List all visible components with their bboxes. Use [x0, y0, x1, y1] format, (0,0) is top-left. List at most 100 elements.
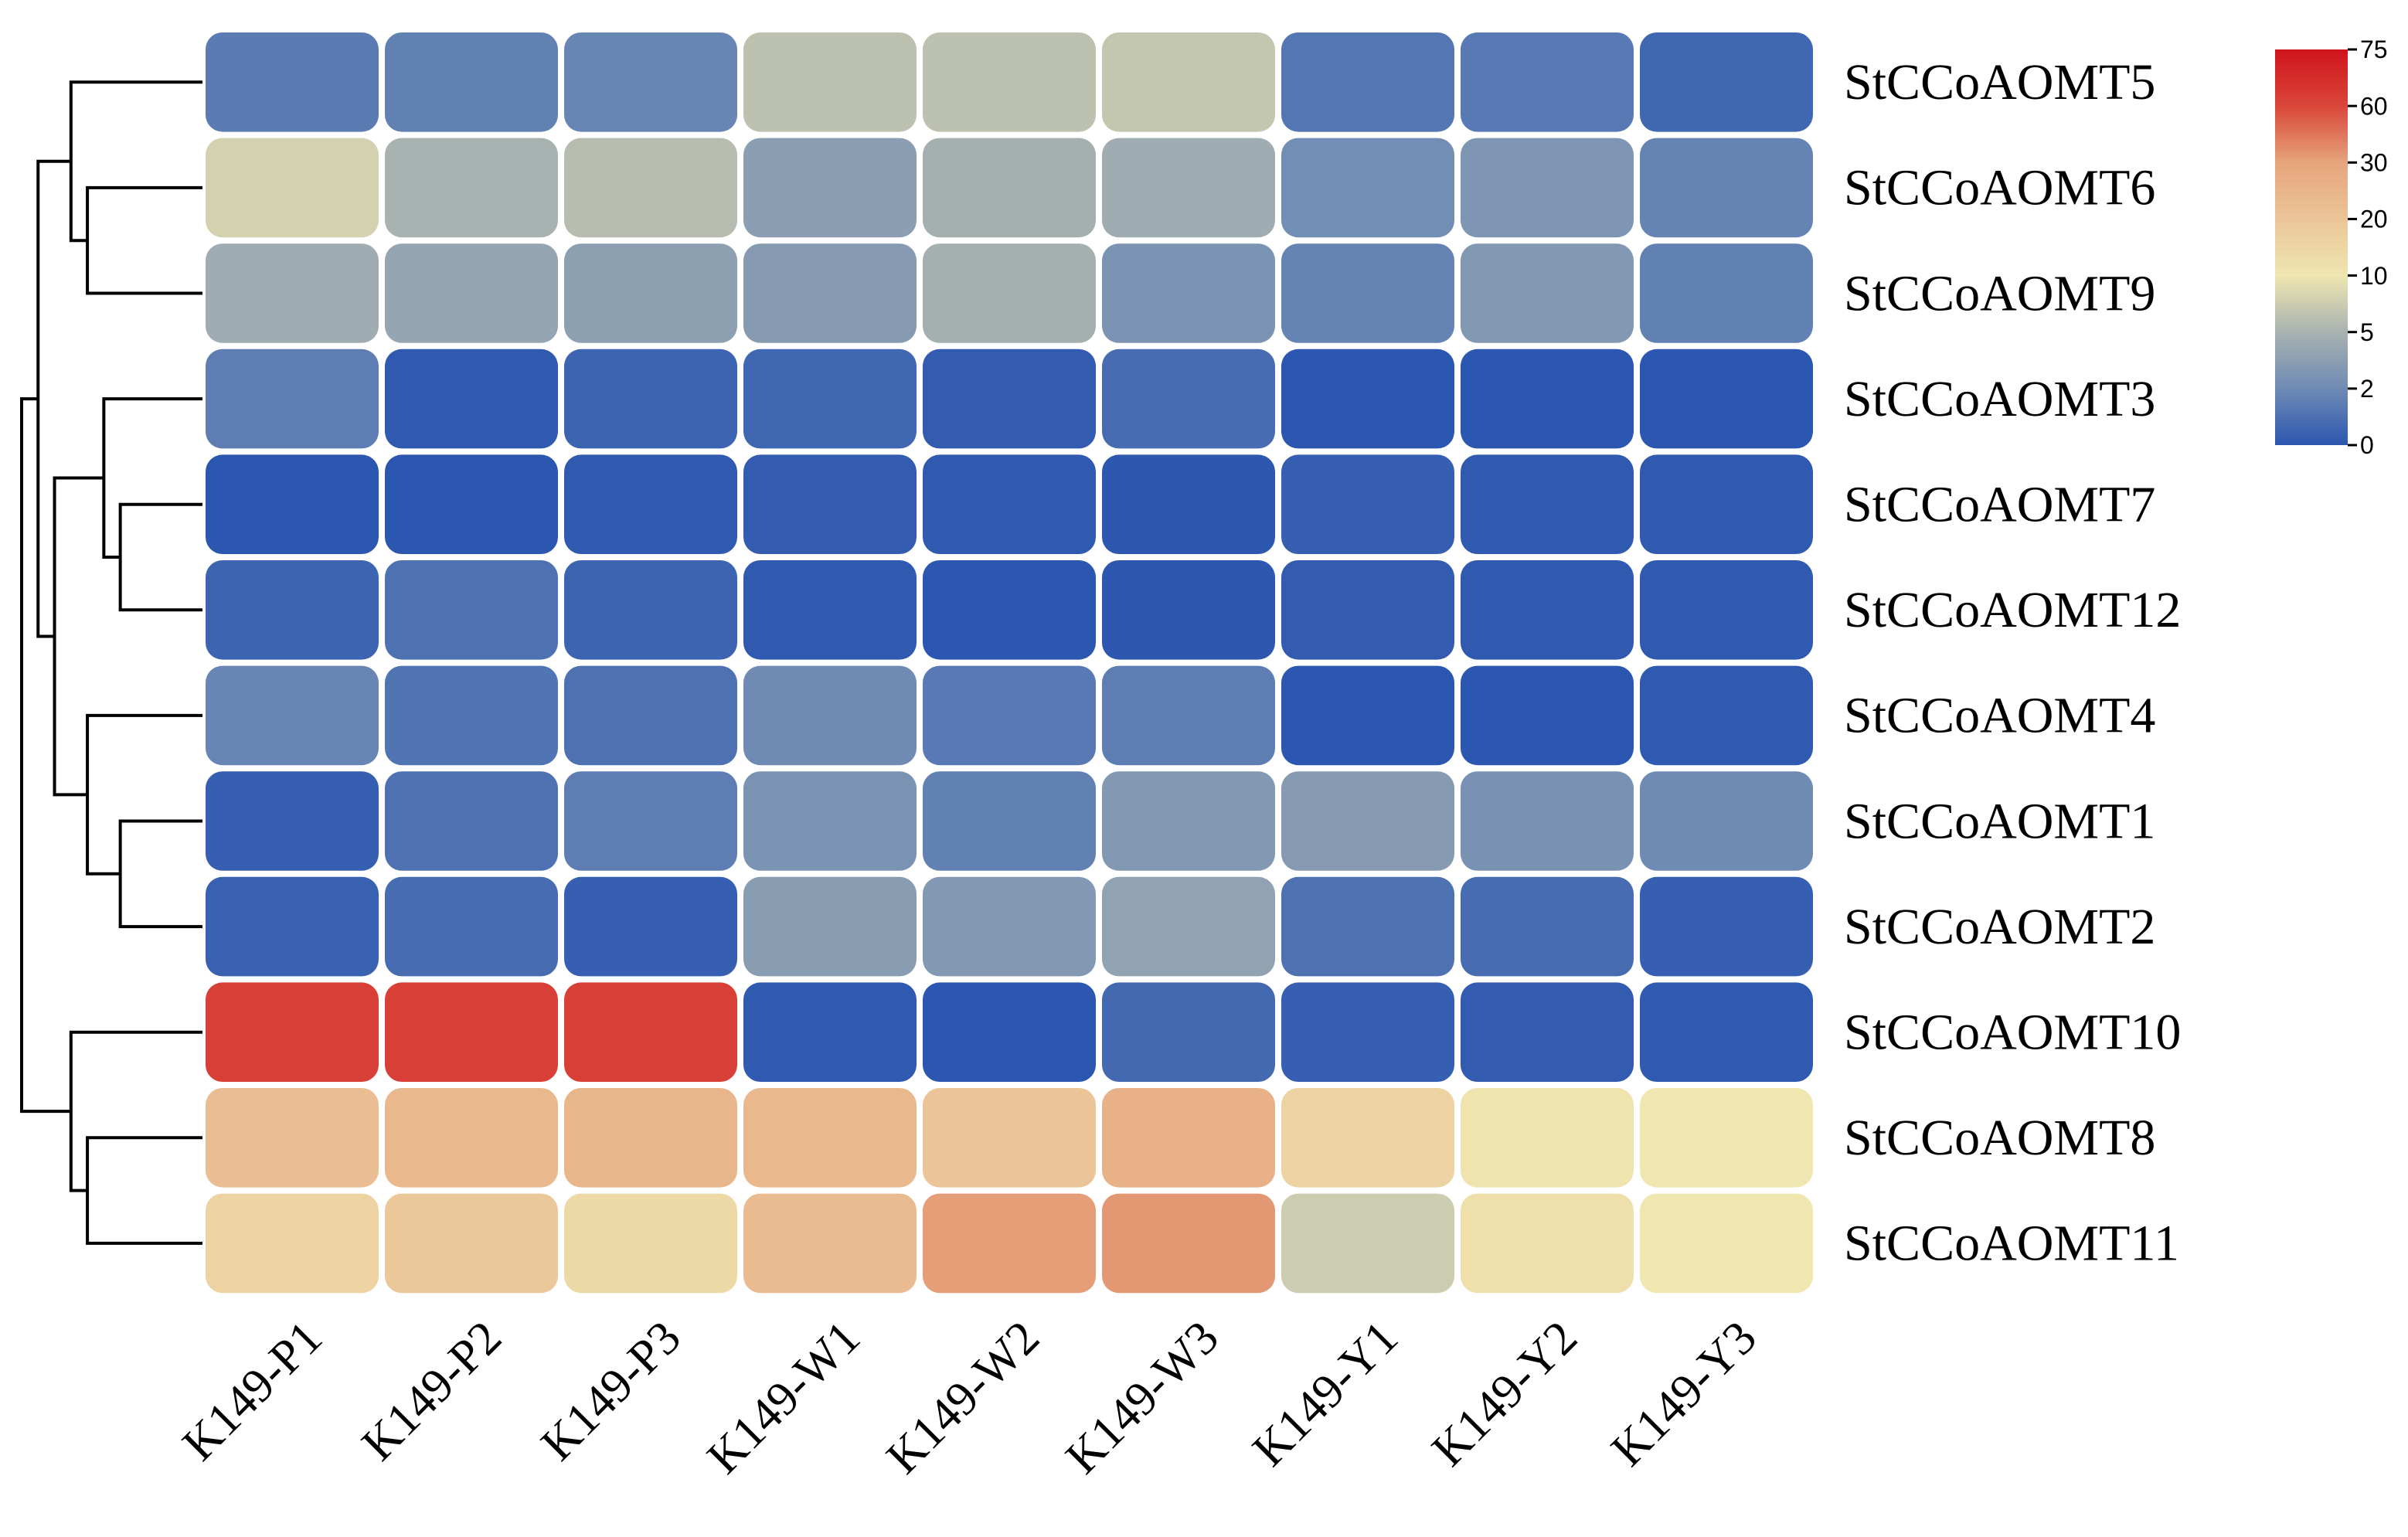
heatmap-cell-StCCoAOMT1-K149-W3 [1102, 771, 1275, 871]
heatmap-cell-StCCoAOMT11-K149-Y3 [1640, 1193, 1813, 1294]
heatmap-cell-StCCoAOMT2-K149-P3 [564, 876, 737, 977]
column-label: K149-Y1 [1243, 1311, 1408, 1477]
colorbar-tick-label: 5 [2360, 318, 2374, 346]
row-label: StCCoAOMT12 [1844, 582, 2181, 638]
heatmap-cell-StCCoAOMT11-K149-Y1 [1281, 1193, 1454, 1294]
dendrogram-branch [69, 80, 202, 243]
heatmap-cell-StCCoAOMT6-K149-W1 [743, 138, 917, 238]
heatmap-cell-StCCoAOMT1-K149-W2 [923, 771, 1096, 871]
colorbar-tick-label: 20 [2360, 206, 2388, 233]
heatmap-cell-StCCoAOMT3-K149-P1 [206, 349, 379, 449]
colorbar-tick-label: 10 [2360, 262, 2388, 290]
heatmap-cell-StCCoAOMT11-K149-W2 [923, 1193, 1096, 1294]
heatmap-cell-StCCoAOMT5-K149-P2 [385, 32, 558, 132]
heatmap-cell-StCCoAOMT6-K149-P3 [564, 138, 737, 238]
heatmap-cell-StCCoAOMT10-K149-W2 [923, 982, 1096, 1082]
column-label: K149-P1 [172, 1311, 332, 1471]
heatmap-cell-StCCoAOMT4-K149-Y2 [1461, 665, 1634, 766]
heatmap-cell-StCCoAOMT7-K149-P1 [206, 454, 379, 554]
heatmap-cell-StCCoAOMT5-K149-W1 [743, 32, 917, 132]
heatmap-cell-StCCoAOMT11-K149-W1 [743, 1193, 917, 1294]
heatmap-cell-StCCoAOMT2-K149-P1 [206, 876, 379, 977]
heatmap-cell-StCCoAOMT3-K149-W2 [923, 349, 1096, 449]
heatmap-cell-StCCoAOMT10-K149-P1 [206, 982, 379, 1082]
heatmap-cell-StCCoAOMT11-K149-P3 [564, 1193, 737, 1294]
heatmap-cell-StCCoAOMT8-K149-P3 [564, 1088, 737, 1188]
heatmap-cell-StCCoAOMT12-K149-W3 [1102, 560, 1275, 660]
heatmap-cell-StCCoAOMT8-K149-W1 [743, 1088, 917, 1188]
heatmap-cell-StCCoAOMT6-K149-P1 [206, 138, 379, 238]
heatmap-cell-StCCoAOMT9-K149-W2 [923, 243, 1096, 343]
row-label: StCCoAOMT2 [1844, 899, 2155, 955]
heatmap-cell-StCCoAOMT12-K149-W1 [743, 560, 917, 660]
colorbar-tick-label: 0 [2360, 431, 2374, 459]
heatmap-cell-StCCoAOMT4-K149-P3 [564, 665, 737, 766]
dendrogram-branch [20, 397, 71, 1114]
heatmap-cell-StCCoAOMT7-K149-Y2 [1461, 454, 1634, 554]
dendrogram-branch [86, 713, 202, 876]
heatmap-cell-StCCoAOMT3-K149-P2 [385, 349, 558, 449]
heatmap-cell-StCCoAOMT3-K149-P3 [564, 349, 737, 449]
heatmap-cell-StCCoAOMT2-K149-W3 [1102, 876, 1275, 977]
dendrogram-branch [118, 502, 202, 612]
colorbar-tick-label: 60 [2360, 92, 2388, 120]
column-label: K149-W2 [876, 1311, 1049, 1484]
heatmap-cell-StCCoAOMT5-K149-P1 [206, 32, 379, 132]
heatmap-cell-StCCoAOMT2-K149-Y1 [1281, 876, 1454, 977]
heatmap-cell-StCCoAOMT8-K149-Y1 [1281, 1088, 1454, 1188]
heatmap-cell-StCCoAOMT4-K149-Y3 [1640, 665, 1813, 766]
heatmap-cell-StCCoAOMT9-K149-Y1 [1281, 243, 1454, 343]
heatmap-cell-StCCoAOMT5-K149-W2 [923, 32, 1096, 132]
row-label: StCCoAOMT5 [1844, 54, 2155, 111]
heatmap-cell-StCCoAOMT12-K149-P3 [564, 560, 737, 660]
row-labels: StCCoAOMT5 StCCoAOMT6 StCCoAOMT9 StCCoAOMT3… [1844, 54, 2181, 1272]
dendrogram-branch [86, 185, 202, 295]
dendrogram-branch [69, 1030, 202, 1192]
heatmap-cell-StCCoAOMT1-K149-Y2 [1461, 771, 1634, 871]
heatmap-cell-StCCoAOMT9-K149-W1 [743, 243, 917, 343]
heatmap-cell-StCCoAOMT7-K149-P3 [564, 454, 737, 554]
heatmap-cell-StCCoAOMT7-K149-W3 [1102, 454, 1275, 554]
heatmap-cell-StCCoAOMT1-K149-P2 [385, 771, 558, 871]
heatmap-cell-StCCoAOMT4-K149-W3 [1102, 665, 1275, 766]
colorbar-tick-label: 30 [2360, 148, 2388, 176]
heatmap-cell-StCCoAOMT3-K149-W1 [743, 349, 917, 449]
heatmap-cell-StCCoAOMT4-K149-W1 [743, 665, 917, 766]
column-labels: K149-P1 K149-P2 K149-P3 K149-W1 K149-W2 K149-… [172, 1311, 1766, 1484]
colorbar-legend: 0 2 5 10 20 30 60 75 [2275, 36, 2388, 459]
heatmap-cell-StCCoAOMT6-K149-P2 [385, 138, 558, 238]
heatmap-cell-StCCoAOMT4-K149-Y1 [1281, 665, 1454, 766]
heatmap-cell-StCCoAOMT1-K149-P1 [206, 771, 379, 871]
heatmap-cell-StCCoAOMT7-K149-W1 [743, 454, 917, 554]
column-label: K149-P2 [352, 1311, 511, 1471]
heatmap-cell-StCCoAOMT11-K149-W3 [1102, 1193, 1275, 1294]
heatmap-cell-StCCoAOMT8-K149-P2 [385, 1088, 558, 1188]
heatmap-cell-StCCoAOMT5-K149-Y1 [1281, 32, 1454, 132]
heatmap-cell-StCCoAOMT2-K149-Y2 [1461, 876, 1634, 977]
heatmap-cell-StCCoAOMT8-K149-W2 [923, 1088, 1096, 1188]
heatmap-cell-StCCoAOMT5-K149-P3 [564, 32, 737, 132]
heatmap-cell-StCCoAOMT9-K149-Y2 [1461, 243, 1634, 343]
heatmap-cell-StCCoAOMT6-K149-W3 [1102, 138, 1275, 238]
heatmap-cell-StCCoAOMT1-K149-W1 [743, 771, 917, 871]
heatmap-cell-StCCoAOMT7-K149-P2 [385, 454, 558, 554]
heatmap-cell-StCCoAOMT8-K149-W3 [1102, 1088, 1275, 1188]
row-label: StCCoAOMT9 [1844, 265, 2155, 321]
heatmap-cell-StCCoAOMT4-K149-P2 [385, 665, 558, 766]
row-label: StCCoAOMT3 [1844, 371, 2155, 427]
heatmap-cell-StCCoAOMT9-K149-P1 [206, 243, 379, 343]
row-label: StCCoAOMT6 [1844, 160, 2155, 216]
column-label: K149-Y3 [1601, 1311, 1767, 1477]
heatmap-cell-StCCoAOMT10-K149-W3 [1102, 982, 1275, 1082]
colorbar-tick-label: 75 [2360, 36, 2388, 63]
heatmap-cell-StCCoAOMT3-K149-Y2 [1461, 349, 1634, 449]
heatmap-cell-StCCoAOMT2-K149-Y3 [1640, 876, 1813, 977]
heatmap-cell-StCCoAOMT6-K149-W2 [923, 138, 1096, 238]
dendrogram-branch [86, 1136, 202, 1245]
heatmap-cell-StCCoAOMT7-K149-W2 [923, 454, 1096, 554]
heatmap-cell-StCCoAOMT6-K149-Y1 [1281, 138, 1454, 238]
row-label: StCCoAOMT11 [1844, 1216, 2179, 1272]
heatmap-cell-StCCoAOMT9-K149-P2 [385, 243, 558, 343]
heatmap-cell-StCCoAOMT12-K149-Y3 [1640, 560, 1813, 660]
